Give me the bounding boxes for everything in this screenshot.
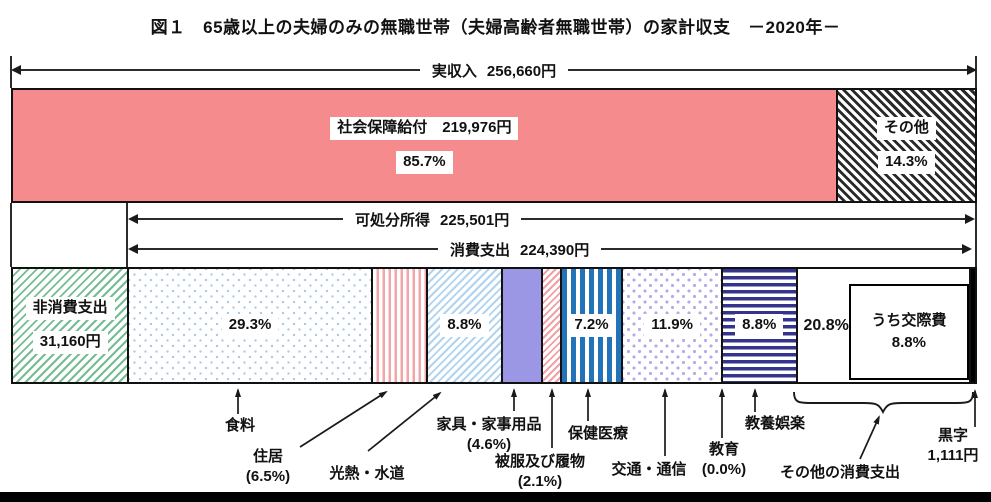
arrowhead-right-icon <box>962 244 972 254</box>
callout-furniture: 家具・家事用品 (4.6%) <box>436 416 542 453</box>
callout-recreation: 教養娯楽 <box>744 415 806 432</box>
arrowhead-right-icon <box>967 65 977 75</box>
segment-food: 29.3% <box>127 269 371 382</box>
segment-housing <box>370 269 427 382</box>
segment-furniture <box>500 269 541 382</box>
segment-label-utilities: 8.8% <box>440 314 489 337</box>
consumption-arrow-label: 消費支出 224,390円 <box>450 241 590 259</box>
callout-lines <box>235 388 978 460</box>
segment-other-income: その他 14.3% <box>835 90 975 201</box>
callout-clothing: 被服及び履物 (2.1%) <box>494 453 586 490</box>
segment-label-non-consumption: 非消費支出 <box>25 297 115 320</box>
segment-label-other-consumption: 20.8% <box>800 315 852 336</box>
arrowhead-left-icon <box>11 65 21 75</box>
segment-other-consumption: 20.8% うち交際費 8.8% <box>795 269 969 382</box>
segment-social-security: 社会保障給付 219,976円 85.7% <box>13 90 836 201</box>
segment-non-consumption: 非消費支出 31,160円 <box>13 269 128 382</box>
callout-surplus: 黒字 1,111円 <box>927 427 979 464</box>
disposable-income-arrow: 可処分所得 225,501円 <box>128 211 975 229</box>
utilities-arrow <box>367 391 442 452</box>
segment-utilities: 8.8% <box>426 269 501 382</box>
arrowhead-right-icon <box>965 214 975 224</box>
segment-label-social-security: 社会保障給付 219,976円 <box>330 117 519 140</box>
kousaihi-box-line: 8.8% <box>891 334 926 351</box>
callout-utilities: 光熱・水道 <box>329 465 405 482</box>
other-consumption-brace <box>793 391 974 415</box>
connector-nonconsumption <box>126 203 128 267</box>
other-consumption-arrow <box>859 415 880 460</box>
segment-label-food: 29.3% <box>221 314 279 337</box>
arrowhead-left-icon <box>128 244 138 254</box>
callout-housing: 住居 (6.5%) <box>245 448 291 485</box>
disposable-arrow-label: 可処分所得 225,501円 <box>355 211 510 229</box>
segment-label-recreation: 8.8% <box>735 314 784 337</box>
connector-right <box>975 203 977 267</box>
segment-recreation: 8.8% <box>721 269 796 382</box>
segment-transport: 11.9% <box>621 269 722 382</box>
income-arrow: 実収入 256,660円 <box>11 62 977 80</box>
callout-food: 食料 <box>224 417 256 434</box>
segment-surplus <box>968 269 975 382</box>
segment-label-other-income: その他 <box>876 117 936 140</box>
segment-label-medical: 7.2% <box>567 314 616 337</box>
bottom-border-strip <box>0 492 991 502</box>
consumption-arrow: 消費支出 224,390円 <box>128 241 972 259</box>
segment-label-other-income: 14.3% <box>878 151 935 174</box>
kousaihi-box-line: うち交際費 <box>871 311 947 329</box>
income-bar: 社会保障給付 219,976円 85.7% その他 14.3% <box>11 88 977 203</box>
connector-left <box>10 203 12 267</box>
segment-clothing <box>540 269 560 382</box>
figure-title: 図１ 65歳以上の夫婦のみの無職世帯（夫婦高齢者無職世帯）の家計収支 －2020… <box>150 18 841 37</box>
expenditure-bar: 非消費支出 31,160円 29.3% 8.8% 7.2% 11.9% 8.8% 20.8% う… <box>11 267 977 384</box>
segment-label-non-consumption: 31,160円 <box>32 331 108 354</box>
callout-medical: 保健医療 <box>567 425 629 442</box>
kousaihi-box: うち交際費 8.8% <box>848 284 969 380</box>
segment-label-transport: 11.9% <box>644 314 700 337</box>
segment-label-social-security: 85.7% <box>396 151 453 174</box>
segment-medical: 7.2% <box>559 269 622 382</box>
income-arrow-label: 実収入 256,660円 <box>431 62 557 80</box>
callout-transport: 交通・通信 <box>611 461 687 478</box>
callout-other-consumption: その他の消費支出 <box>779 464 901 481</box>
arrowhead-left-icon <box>128 214 138 224</box>
callout-education: 教育 (0.0%) <box>701 441 747 478</box>
housing-arrow <box>299 390 388 448</box>
